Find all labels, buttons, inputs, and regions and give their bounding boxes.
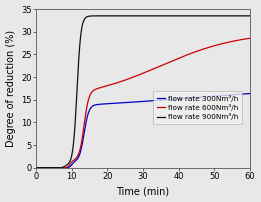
- flow rate 900Nm³/h: [45, 166, 48, 169]
- Legend: flow rate 300Nm³/h, flow rate 600Nm³/h, flow rate 900Nm³/h: flow rate 300Nm³/h, flow rate 600Nm³/h, …: [153, 91, 242, 124]
- flow rate 300Nm³/h: [248, 92, 252, 95]
- flow rate 600Nm³/h: [139, 73, 142, 76]
- flow rate 300Nm³/h: [139, 100, 142, 103]
- flow rate 300Nm³/h: [34, 166, 38, 169]
- flow rate 900Nm³/h: [139, 15, 142, 17]
- flow rate 600Nm³/h: [34, 166, 38, 169]
- flow rate 900Nm³/h: [34, 166, 38, 169]
- flow rate 300Nm³/h: [203, 96, 206, 98]
- flow rate 600Nm³/h: [203, 47, 206, 50]
- flow rate 300Nm³/h: [242, 93, 246, 95]
- flow rate 900Nm³/h: [133, 15, 136, 17]
- flow rate 600Nm³/h: [45, 166, 48, 169]
- flow rate 600Nm³/h: [242, 38, 246, 40]
- Line: flow rate 900Nm³/h: flow rate 900Nm³/h: [36, 16, 250, 168]
- flow rate 900Nm³/h: [248, 15, 252, 17]
- flow rate 300Nm³/h: [242, 93, 245, 95]
- flow rate 600Nm³/h: [242, 38, 245, 40]
- flow rate 300Nm³/h: [45, 166, 48, 169]
- flow rate 600Nm³/h: [248, 37, 252, 39]
- Line: flow rate 600Nm³/h: flow rate 600Nm³/h: [36, 38, 250, 168]
- X-axis label: Time (min): Time (min): [116, 186, 170, 196]
- flow rate 600Nm³/h: [133, 76, 136, 78]
- flow rate 900Nm³/h: [242, 15, 246, 17]
- Line: flow rate 300Nm³/h: flow rate 300Nm³/h: [36, 94, 250, 168]
- flow rate 900Nm³/h: [203, 15, 206, 17]
- flow rate 900Nm³/h: [148, 15, 151, 17]
- flow rate 300Nm³/h: [133, 101, 136, 103]
- flow rate 900Nm³/h: [242, 15, 246, 17]
- Y-axis label: Degree of reduction (%): Degree of reduction (%): [5, 30, 16, 147]
